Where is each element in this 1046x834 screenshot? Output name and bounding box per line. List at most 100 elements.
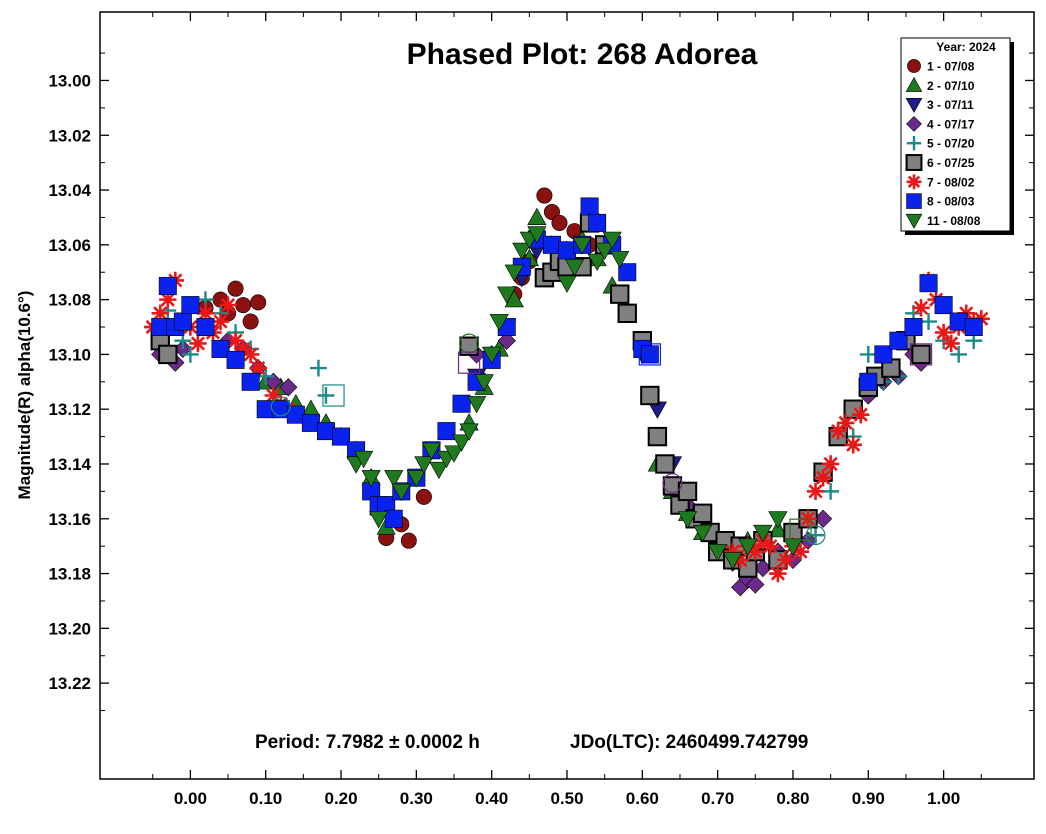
data-point bbox=[776, 551, 795, 569]
data-point bbox=[572, 237, 592, 255]
legend-item: 3 - 07/11 bbox=[905, 98, 974, 114]
data-point bbox=[557, 275, 577, 293]
legend-item: 5 - 07/20 bbox=[906, 136, 975, 151]
data-point bbox=[837, 414, 855, 432]
y-tick-label: 13.06 bbox=[48, 236, 91, 255]
legend-marker bbox=[905, 154, 923, 171]
data-point bbox=[158, 344, 178, 365]
y-tick-label: 13.00 bbox=[48, 71, 91, 90]
data-points bbox=[144, 187, 990, 597]
data-point bbox=[874, 345, 893, 364]
data-point bbox=[241, 345, 260, 364]
hollow-marker bbox=[270, 396, 291, 417]
data-point bbox=[242, 313, 259, 330]
legend-label: 3 - 07/11 bbox=[927, 98, 974, 112]
x-tick-label: 0.10 bbox=[249, 789, 282, 808]
data-point bbox=[859, 346, 877, 363]
data-point bbox=[551, 214, 568, 231]
data-point bbox=[279, 378, 298, 397]
data-point bbox=[369, 511, 389, 529]
data-point bbox=[226, 350, 245, 369]
x-tick-label: 0.20 bbox=[324, 789, 357, 808]
y-tick-label: 13.20 bbox=[48, 619, 91, 638]
data-point bbox=[384, 509, 403, 528]
x-tick-label: 0.40 bbox=[475, 789, 508, 808]
hollow-marker bbox=[638, 343, 661, 366]
legend-marker bbox=[906, 136, 922, 151]
data-point bbox=[769, 564, 787, 583]
y-tick-label: 13.08 bbox=[48, 291, 91, 310]
data-point bbox=[761, 537, 780, 555]
data-point bbox=[181, 296, 200, 315]
legend-item: 7 - 08/02 bbox=[906, 174, 975, 189]
legend-label: 11 - 08/08 bbox=[927, 214, 981, 228]
y-tick-label: 13.12 bbox=[48, 400, 91, 419]
data-point bbox=[724, 542, 742, 561]
data-point bbox=[181, 346, 199, 363]
data-point bbox=[264, 386, 282, 405]
y-axis: 13.00 13.02 13.04 13.06 13.08 13.10 13.12 13.14… bbox=[48, 52, 1034, 712]
hollow-marker bbox=[789, 518, 812, 541]
data-point bbox=[489, 313, 509, 332]
data-point bbox=[919, 274, 938, 293]
legend-marker bbox=[906, 116, 922, 132]
legend-label: 2 - 07/10 bbox=[927, 79, 975, 93]
data-point bbox=[189, 334, 207, 353]
legend-label: 1 - 07/08 bbox=[927, 60, 975, 74]
hollow-marker bbox=[457, 351, 481, 374]
legend-item: 11 - 08/08 bbox=[905, 213, 981, 229]
data-point bbox=[655, 454, 675, 474]
data-point bbox=[640, 385, 660, 406]
legend-item: 6 - 07/25 bbox=[905, 154, 975, 171]
data-point bbox=[746, 542, 764, 561]
legend-label: 6 - 07/25 bbox=[927, 156, 975, 170]
x-tick-label: 0.60 bbox=[626, 789, 659, 808]
data-point bbox=[580, 197, 599, 216]
data-point bbox=[852, 405, 870, 424]
data-point bbox=[859, 372, 878, 391]
hollow-marker bbox=[909, 343, 933, 366]
epoch-annotation: JDo(LTC): 2460499.742799 bbox=[570, 732, 808, 753]
data-point bbox=[211, 339, 230, 358]
data-point bbox=[889, 331, 908, 350]
data-point bbox=[497, 286, 517, 304]
legend-item: 8 - 08/03 bbox=[906, 193, 975, 209]
data-point bbox=[542, 235, 561, 254]
data-point bbox=[610, 250, 630, 269]
data-point bbox=[497, 331, 516, 350]
data-point bbox=[226, 332, 245, 350]
data-point bbox=[406, 470, 426, 488]
data-point bbox=[564, 259, 585, 277]
data-point bbox=[332, 427, 351, 446]
data-point bbox=[512, 242, 532, 261]
data-point bbox=[746, 575, 765, 594]
legend-label: 5 - 07/20 bbox=[927, 137, 975, 151]
data-point bbox=[482, 346, 502, 365]
period-annotation: Period: 7.7982 ± 0.0002 h bbox=[255, 732, 480, 753]
legend-marker bbox=[905, 213, 923, 229]
data-point bbox=[829, 422, 847, 440]
legend-marker bbox=[905, 76, 923, 92]
data-point bbox=[708, 544, 728, 562]
data-point bbox=[227, 280, 244, 297]
data-point bbox=[249, 359, 267, 377]
data-point bbox=[415, 488, 432, 505]
legend-label: 4 - 07/17 bbox=[927, 117, 975, 131]
data-point bbox=[151, 318, 170, 336]
data-point bbox=[196, 304, 215, 323]
data-point bbox=[738, 538, 758, 556]
data-point bbox=[814, 468, 832, 487]
legend-label: 8 - 08/03 bbox=[927, 195, 975, 209]
data-point bbox=[235, 297, 252, 314]
data-point bbox=[234, 340, 252, 358]
data-point bbox=[731, 551, 749, 569]
chart-title: Phased Plot: 268 Adorea bbox=[407, 38, 758, 71]
data-point bbox=[723, 552, 743, 570]
data-point bbox=[692, 524, 713, 543]
data-point bbox=[602, 231, 622, 250]
hollow-marker bbox=[459, 333, 480, 354]
legend: Year: 2024 1 - 07/08 2 - 07/10 3 - 07/11 4 … bbox=[900, 37, 1014, 235]
data-point bbox=[647, 426, 668, 447]
